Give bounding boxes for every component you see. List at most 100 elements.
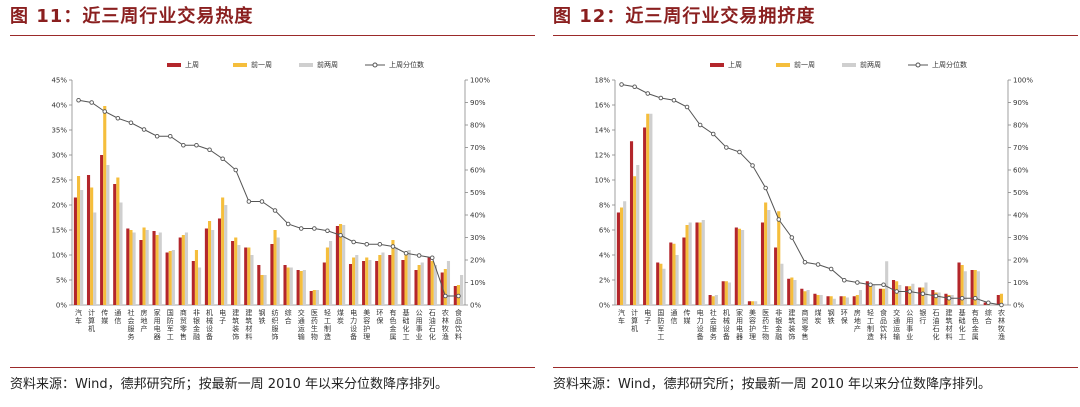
bar-1 (309, 291, 313, 305)
category-label: 电子 (644, 308, 651, 325)
right-tick-label: 20% (470, 257, 486, 265)
category-label: 农林牧渔 (442, 308, 449, 341)
left-tick-label: 15% (51, 227, 67, 235)
category-label: 食品饮料 (455, 308, 462, 341)
bar-2 (391, 240, 395, 305)
figure-12: 图 12：近三周行业交易拥挤度 上周 前一周 前两周 上周分位数 0% 2% 4% 6% 8% 1… (553, 0, 1078, 407)
legend-label: 上周 (728, 60, 742, 69)
bar-2 (777, 211, 781, 305)
category-label: 电子 (219, 308, 226, 325)
percentile-point (246, 199, 252, 204)
left-tick-label: 30% (51, 152, 67, 160)
bar-3 (302, 270, 306, 305)
bar-3 (1003, 303, 1007, 305)
left-tick-label: 4% (599, 252, 610, 260)
bar-2 (352, 257, 356, 305)
bar-3 (80, 190, 84, 305)
percentile-point (894, 289, 899, 294)
percentile-point (89, 100, 94, 105)
percentile-point (986, 300, 991, 306)
bar-1 (708, 295, 712, 305)
percentile-point (828, 266, 834, 272)
bar-2 (921, 287, 925, 305)
category-label: 医药生物 (762, 309, 769, 341)
percentile-point (128, 120, 134, 125)
legend-label: 上周分位数 (389, 60, 424, 69)
category-label: 美容护理 (749, 308, 756, 341)
bar-1 (86, 175, 91, 305)
percentile-line (78, 99, 459, 297)
category-label: 建筑装饰 (788, 308, 795, 341)
bar-3 (211, 230, 215, 305)
percentile-point (194, 142, 199, 148)
bar-3 (989, 303, 994, 305)
bar-2 (764, 202, 768, 305)
percentile-point (959, 296, 965, 301)
category-label: 电力设备 (697, 308, 704, 341)
bar-3 (342, 225, 346, 305)
bar-2 (142, 227, 146, 305)
bar-3 (394, 247, 398, 305)
category-label: 公用事业 (906, 309, 913, 341)
bar-3 (184, 232, 189, 305)
bar-3 (963, 271, 967, 305)
right-tick-label: 90% (1013, 99, 1029, 107)
category-label: 非银金融 (775, 308, 782, 341)
category-label: 轻工制造 (867, 308, 874, 341)
bar-2 (234, 237, 238, 305)
bar-1 (682, 237, 686, 305)
bar-2 (685, 225, 689, 305)
bar-1 (165, 252, 169, 305)
bar-3 (224, 205, 228, 305)
legend-label: 前一周 (251, 60, 272, 69)
left-tick-label: 10% (594, 177, 610, 185)
percentile-point (456, 293, 461, 299)
percentile-point (632, 84, 637, 90)
bar-3 (754, 301, 758, 305)
bar-1 (629, 141, 634, 305)
category-label: 社会服务 (127, 308, 134, 341)
percentile-point (154, 133, 160, 139)
bar-2 (286, 267, 290, 305)
bar-3 (623, 201, 627, 305)
bar-1 (774, 247, 778, 305)
bar-2 (103, 106, 107, 305)
bar-2 (868, 286, 873, 305)
bar-2 (960, 265, 964, 305)
category-label: 机械设备 (206, 308, 213, 341)
bar-3 (420, 262, 424, 305)
bar-2 (672, 243, 676, 305)
category-label: 美容护理 (363, 308, 370, 341)
percentile-point (181, 142, 186, 148)
right-tick-label: 60% (470, 167, 486, 175)
right-tick-label: 70% (470, 144, 486, 152)
bar-3 (885, 261, 889, 305)
bar-2 (443, 269, 447, 305)
percentile-point (645, 91, 650, 96)
left-tick-label: 14% (594, 127, 610, 135)
category-label: 建筑装饰 (232, 308, 239, 341)
category-label: 国防军工 (167, 309, 174, 341)
percentile-point (946, 296, 952, 301)
category-label: 医药生物 (311, 309, 318, 341)
category-label: 电力设备 (350, 308, 357, 341)
title-rule (553, 35, 1078, 36)
bar-2 (908, 286, 912, 305)
bar-3 (636, 165, 640, 305)
bar-1 (191, 261, 195, 305)
percentile-point (881, 282, 886, 287)
left-tick-label: 0% (56, 302, 67, 310)
percentile-point (259, 199, 265, 204)
bar-2 (934, 292, 938, 305)
left-tick-label: 45% (51, 77, 67, 85)
bar-2 (260, 275, 264, 305)
bar-3 (845, 297, 849, 305)
bar-2 (619, 207, 624, 305)
bar-3 (132, 232, 136, 305)
bar-3 (898, 285, 902, 305)
percentile-point (351, 239, 356, 245)
bar-3 (263, 275, 267, 305)
category-label: 家用电器 (154, 308, 161, 341)
bar-1 (375, 261, 379, 305)
bar-3 (93, 212, 97, 305)
